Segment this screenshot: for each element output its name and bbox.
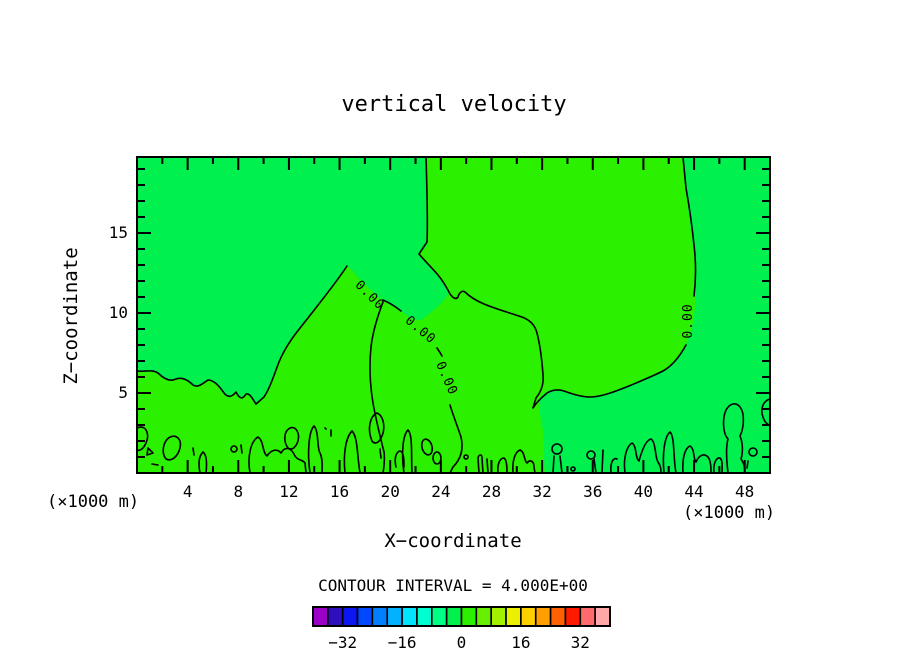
svg-text:4: 4 [183,482,193,501]
contour-fill-region-west [137,157,449,404]
svg-text:36: 36 [583,482,602,501]
svg-text:24: 24 [431,482,450,501]
zero-contour-lines [136,156,697,474]
y-axis-tick-labels: 5 10 15 [109,223,128,402]
svg-text:16: 16 [511,633,530,652]
svg-text:15: 15 [109,223,128,242]
svg-text:8: 8 [233,482,243,501]
svg-text:10: 10 [109,303,128,322]
svg-text:32: 32 [571,633,590,652]
svg-text:0: 0 [457,633,467,652]
plot-frame [136,156,771,474]
svg-text:−32: −32 [328,633,357,652]
x-axis-unit-right: (×1000 m) [683,503,775,523]
svg-text:5: 5 [118,383,128,402]
axis-ticks [137,157,770,473]
surface-contour-details [136,398,771,474]
svg-text:48: 48 [735,482,754,501]
svg-text:−16: −16 [388,633,417,652]
x-axis-tick-labels: 4 8 12 16 20 24 28 32 36 40 44 48 [183,482,754,501]
svg-text:40: 40 [634,482,653,501]
x-axis-title: X−coordinate [384,530,521,552]
svg-text:20: 20 [381,482,400,501]
svg-text:44: 44 [684,482,703,501]
colorbar-tick-labels: −32 −16 0 16 32 [328,633,590,652]
y-axis-title: Z−coordinate [60,247,82,384]
colorbar [312,606,611,627]
contour-fill-region-east [539,157,770,473]
svg-text:28: 28 [482,482,501,501]
x-axis-unit-left: (×1000 m) [47,492,139,512]
svg-text:12: 12 [279,482,298,501]
chart-title: vertical velocity [341,92,566,117]
contour-interval-label: CONTOUR INTERVAL = 4.000E+00 [318,576,588,595]
contour-label-4: 0.00 [681,303,696,338]
svg-text:16: 16 [330,482,349,501]
svg-text:32: 32 [532,482,551,501]
